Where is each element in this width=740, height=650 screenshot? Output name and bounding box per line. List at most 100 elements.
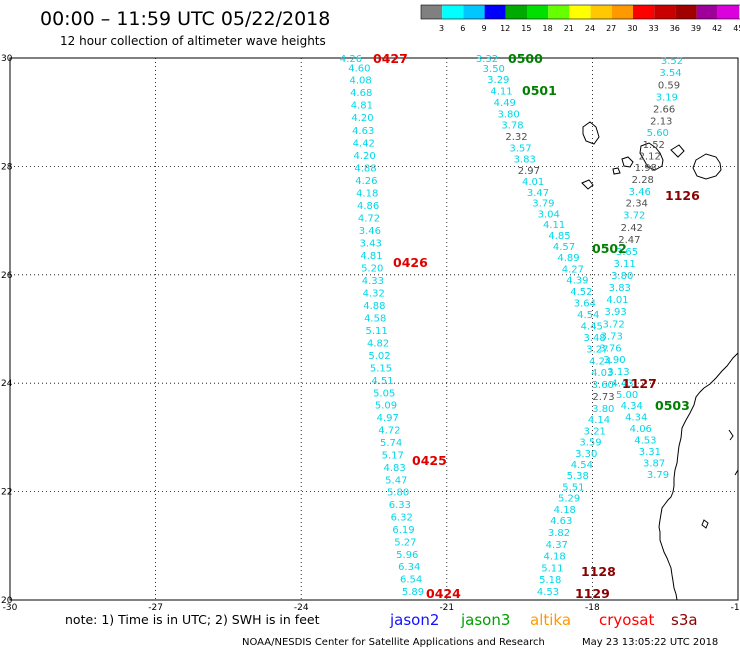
wave-height-value: 2.28 (632, 175, 654, 186)
wave-height-value: 4.54 (571, 460, 593, 471)
wave-height-value: 1.52 (643, 140, 665, 151)
wave-height-value: 5.96 (396, 550, 418, 561)
wave-height-value: 4.57 (553, 242, 575, 253)
wave-height-value: 6.54 (400, 575, 422, 586)
lat-tick-label: 24 (1, 379, 13, 389)
wave-height-value: 4.63 (352, 126, 374, 137)
satellite-legend-cryosat: cryosat (599, 611, 654, 629)
wave-height-value: 3.50 (483, 64, 505, 75)
wave-height-value: 3.64 (574, 298, 596, 309)
wave-height-value: 5.00 (616, 390, 638, 401)
wave-height-value: 4.26 (340, 54, 362, 65)
wave-height-value: 3.72 (602, 319, 624, 330)
lat-tick-label: 28 (1, 162, 13, 172)
wave-height-value: 4.26 (355, 176, 377, 187)
wave-height-value: 4.88 (354, 163, 376, 174)
wave-height-value: 4.18 (554, 505, 576, 516)
wave-height-value: 4.60 (348, 63, 370, 74)
wave-height-value: 3.60 (592, 380, 614, 391)
scale-label: 9 (481, 24, 486, 33)
lon-tick-label: -24 (294, 603, 309, 613)
wave-height-value: 4.43 (611, 378, 633, 389)
wave-height-value: 3.80 (592, 404, 614, 415)
wave-height-value: 3.46 (359, 226, 381, 237)
wave-height-value: 4.01 (522, 177, 544, 188)
scale-swatch (611, 5, 633, 19)
scale-label: 30 (627, 24, 637, 33)
wave-height-value: 4.27 (562, 264, 584, 275)
pass-time-label: 1127 (622, 376, 657, 391)
wave-height-value: 4.97 (377, 413, 399, 424)
pass-time-label: 0502 (592, 241, 627, 256)
wave-height-value: 4.34 (621, 401, 643, 412)
wave-height-value: 5.11 (365, 326, 387, 337)
wave-height-value: 2.32 (505, 132, 527, 143)
wave-height-value: 5.11 (541, 563, 563, 574)
pass-time-label: 0424 (426, 586, 461, 601)
latitude-labels: 30 28 26 24 22 20 (1, 54, 13, 606)
lat-tick-label: 30 (1, 54, 13, 64)
wave-height-tracks: 4.264.604.084.684.814.204.634.424.204.88… (340, 54, 683, 598)
wave-height-value: 3.47 (527, 188, 549, 199)
wave-height-value: 3.80 (497, 109, 519, 120)
lon-tick-label: -15 (731, 603, 740, 613)
scale-label: 3 (439, 24, 444, 33)
satellite-legend-altika: altika (530, 611, 571, 629)
scale-swatch (484, 5, 506, 19)
wave-height-value: 5.29 (558, 494, 580, 505)
wave-height-value: 4.52 (570, 287, 592, 298)
lon-tick-label: -21 (439, 603, 454, 613)
wave-height-value: 3.29 (487, 75, 509, 86)
wave-height-value: 4.89 (557, 253, 579, 264)
wave-height-value: 4.01 (606, 295, 628, 306)
lon-tick-label: -30 (3, 603, 18, 613)
scale-label: 27 (606, 24, 616, 33)
wave-height-value: 3.72 (623, 211, 645, 222)
scale-border (420, 4, 740, 20)
wave-height-value: 4.82 (367, 339, 389, 350)
wave-height-value: 3.57 (509, 143, 531, 154)
wave-height-value: 2.42 (621, 223, 643, 234)
wave-height-value: 4.83 (383, 463, 405, 474)
wave-height-value: 4.34 (625, 413, 647, 424)
lat-tick-label: 26 (1, 271, 13, 281)
coastline-africa (658, 352, 739, 601)
pass-time-label: 0501 (522, 83, 557, 98)
wave-height-value: 5.05 (373, 388, 395, 399)
scale-label: 12 (500, 24, 510, 33)
wave-height-value: 2.66 (653, 104, 675, 115)
wave-height-value: 3.48 (583, 333, 605, 344)
wave-height-value: 2.12 (639, 151, 661, 162)
lon-tick-label: -18 (585, 603, 600, 613)
wave-height-value: 1.98 (635, 163, 657, 174)
wave-height-value: 5.09 (375, 401, 397, 412)
scale-swatch (463, 5, 485, 19)
wave-height-value: 3.52 (661, 56, 683, 67)
wave-height-value: 3.90 (603, 355, 625, 366)
wave-height-value: 0.59 (658, 80, 680, 91)
wave-height-value: 3.87 (643, 458, 665, 469)
scale-swatch (717, 5, 739, 19)
scale-swatch (696, 5, 718, 19)
wave-height-value: 3.21 (584, 426, 606, 437)
scale-swatch (527, 5, 549, 19)
pass-time-labels: 0427 0426 0425 0424 0500 0501 0502 0503 1126 1127… (373, 51, 700, 601)
map-subtitle: 12 hour collection of altimeter wave hei… (60, 34, 326, 48)
wave-height-value: 6.19 (392, 525, 414, 536)
wave-height-value: 4.11 (490, 86, 512, 97)
wave-height-value: 4.14 (588, 415, 610, 426)
wave-height-value: 3.27 (586, 345, 608, 356)
wave-height-value: 5.89 (402, 587, 424, 598)
wave-height-value: 3.31 (639, 447, 661, 458)
wave-height-value: 4.24 (589, 356, 611, 367)
scale-label: 39 (691, 24, 701, 33)
wave-height-value: 3.04 (538, 210, 560, 221)
wave-height-value: 3.76 (599, 344, 621, 355)
scale-swatch (548, 5, 570, 19)
wave-height-value: 2.97 (518, 166, 540, 177)
wave-height-value: 4.81 (351, 101, 373, 112)
wave-height-value: 4.20 (353, 151, 375, 162)
wave-height-value: 4.53 (634, 435, 656, 446)
scale-swatch (633, 5, 655, 19)
